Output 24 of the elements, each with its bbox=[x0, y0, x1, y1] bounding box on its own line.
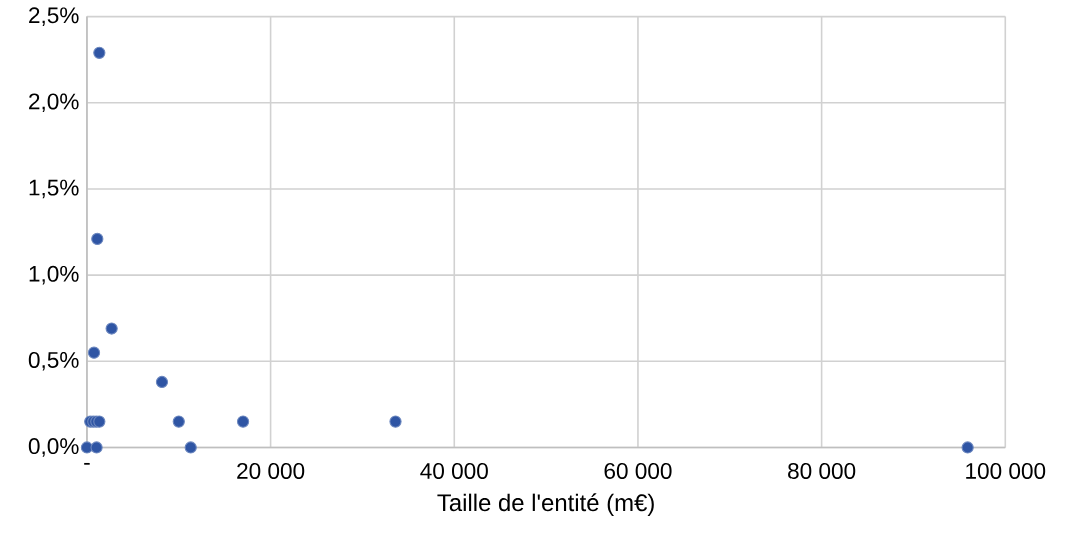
x-tick-label: 60 000 bbox=[604, 462, 672, 479]
point bbox=[93, 46, 106, 59]
y-tick-label: 0,0% bbox=[28, 438, 79, 457]
y-tick-label: 0,5% bbox=[28, 351, 79, 371]
point bbox=[155, 375, 169, 389]
x-tick-label: 80 000 bbox=[788, 462, 856, 479]
point bbox=[389, 415, 402, 428]
point bbox=[184, 441, 197, 454]
y-tick-label: 1,5% bbox=[29, 179, 79, 199]
point bbox=[87, 346, 101, 359]
y-tick-label: 2,0% bbox=[29, 93, 79, 113]
point bbox=[172, 415, 185, 428]
x-axis-title: Taille de l'entité (m€) bbox=[437, 493, 654, 516]
point bbox=[236, 415, 250, 428]
x-tick-label: 20 000 bbox=[237, 462, 305, 479]
x-tick-label: - bbox=[84, 462, 90, 465]
point bbox=[90, 441, 103, 454]
y-tick-label: 1,0% bbox=[29, 265, 79, 285]
point bbox=[961, 441, 974, 454]
point bbox=[91, 232, 104, 246]
point bbox=[105, 322, 118, 335]
x-tick-label: 40 000 bbox=[420, 462, 488, 479]
y-tick-label: 2,5% bbox=[29, 7, 79, 26]
x-tick-label: 100 000 bbox=[966, 462, 1046, 479]
